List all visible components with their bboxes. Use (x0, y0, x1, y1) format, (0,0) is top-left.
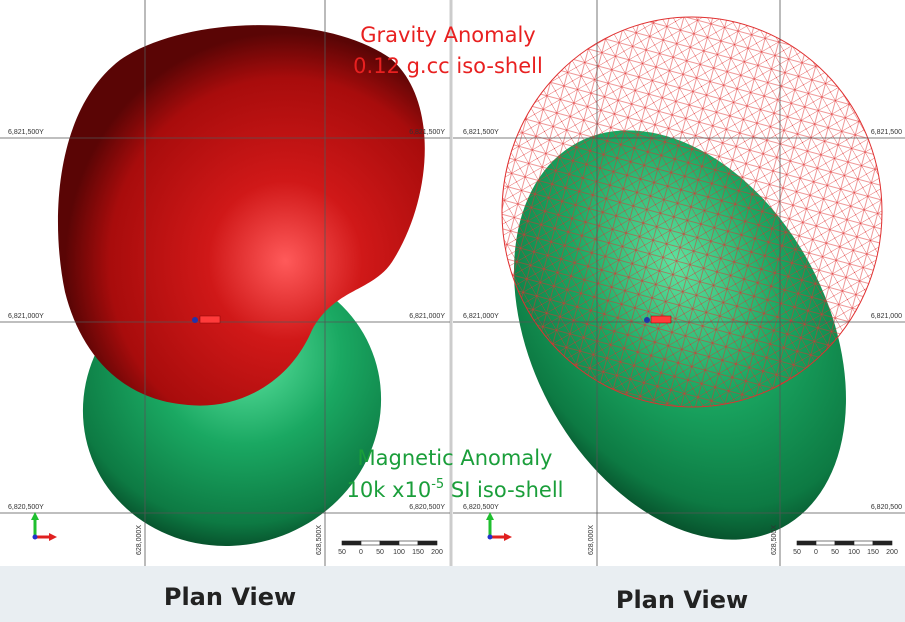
scale-label: 150 (412, 549, 424, 556)
y-label: 6,821,500Y (8, 129, 44, 136)
collar-marker (199, 315, 221, 324)
magnetic-subtitle: 10k x10-5 SI iso-shell (347, 477, 564, 502)
collar-point (644, 317, 650, 323)
scale-segment (341, 540, 362, 546)
scale-label: 100 (393, 549, 405, 556)
axis-triad-x-head (49, 533, 57, 541)
scale-segment (360, 540, 381, 546)
caption: Plan View (164, 583, 296, 611)
gravity-title: Gravity Anomaly (360, 23, 536, 47)
text-part: SI iso-shell (444, 478, 563, 502)
y-label: 6,821,000Y (409, 313, 445, 320)
y-label: 6,821,000Y (463, 313, 499, 320)
scale-segment (834, 540, 855, 546)
scale-segment (398, 540, 419, 546)
x-label: 628,500X (771, 525, 778, 555)
collar-marker (650, 315, 672, 324)
y-label: 6,821,500 (871, 129, 902, 136)
scale-label: 50 (831, 549, 839, 556)
grid (0, 0, 905, 566)
y-label: 6,821,500Y (463, 129, 499, 136)
caption: Plan View (616, 586, 748, 614)
scale-segment (815, 540, 836, 546)
scale-label: 50 (793, 549, 801, 556)
y-label: 6,820,500Y (463, 504, 499, 511)
text-part: 10k x10 (347, 478, 432, 502)
scale-segment (796, 540, 817, 546)
collar-point (192, 317, 198, 323)
x-label: 628,000X (588, 525, 595, 555)
y-label: 6,821,000Y (8, 313, 44, 320)
scale-label: 50 (376, 549, 384, 556)
axis-triad-z (487, 534, 493, 540)
axis-triad-x-head (504, 533, 512, 541)
x-label: 628,500X (316, 525, 323, 555)
scale-label: 200 (886, 549, 898, 556)
gravity-subtitle: 0.12 g.cc iso-shell (353, 54, 543, 78)
scale-label: 150 (867, 549, 879, 556)
scale-label: 200 (431, 549, 443, 556)
scale-label: 0 (814, 549, 818, 556)
magnetic-title: Magnetic Anomaly (358, 446, 553, 470)
y-label: 6,821,500Y (409, 129, 445, 136)
y-label: 6,820,500Y (409, 504, 445, 511)
axis-triad-y-head (31, 512, 39, 520)
gravity-wireframe (501, 16, 883, 408)
scale-label: 100 (848, 549, 860, 556)
scale-label: 50 (338, 549, 346, 556)
gravity-shell (57, 25, 425, 406)
scale-segment (872, 540, 893, 546)
scale-segment (417, 540, 438, 546)
axis-triad-y-head (486, 512, 494, 520)
scale-segment (379, 540, 400, 546)
axis-triad-z (32, 534, 38, 540)
y-label: 6,820,500 (871, 504, 902, 511)
scale-segment (853, 540, 874, 546)
superscript: -5 (431, 477, 444, 492)
y-label: 6,821,000 (871, 313, 902, 320)
y-label: 6,820,500Y (8, 504, 44, 511)
x-label: 628,000X (136, 525, 143, 555)
caption-strip (0, 566, 905, 622)
scale-label: 0 (359, 549, 363, 556)
